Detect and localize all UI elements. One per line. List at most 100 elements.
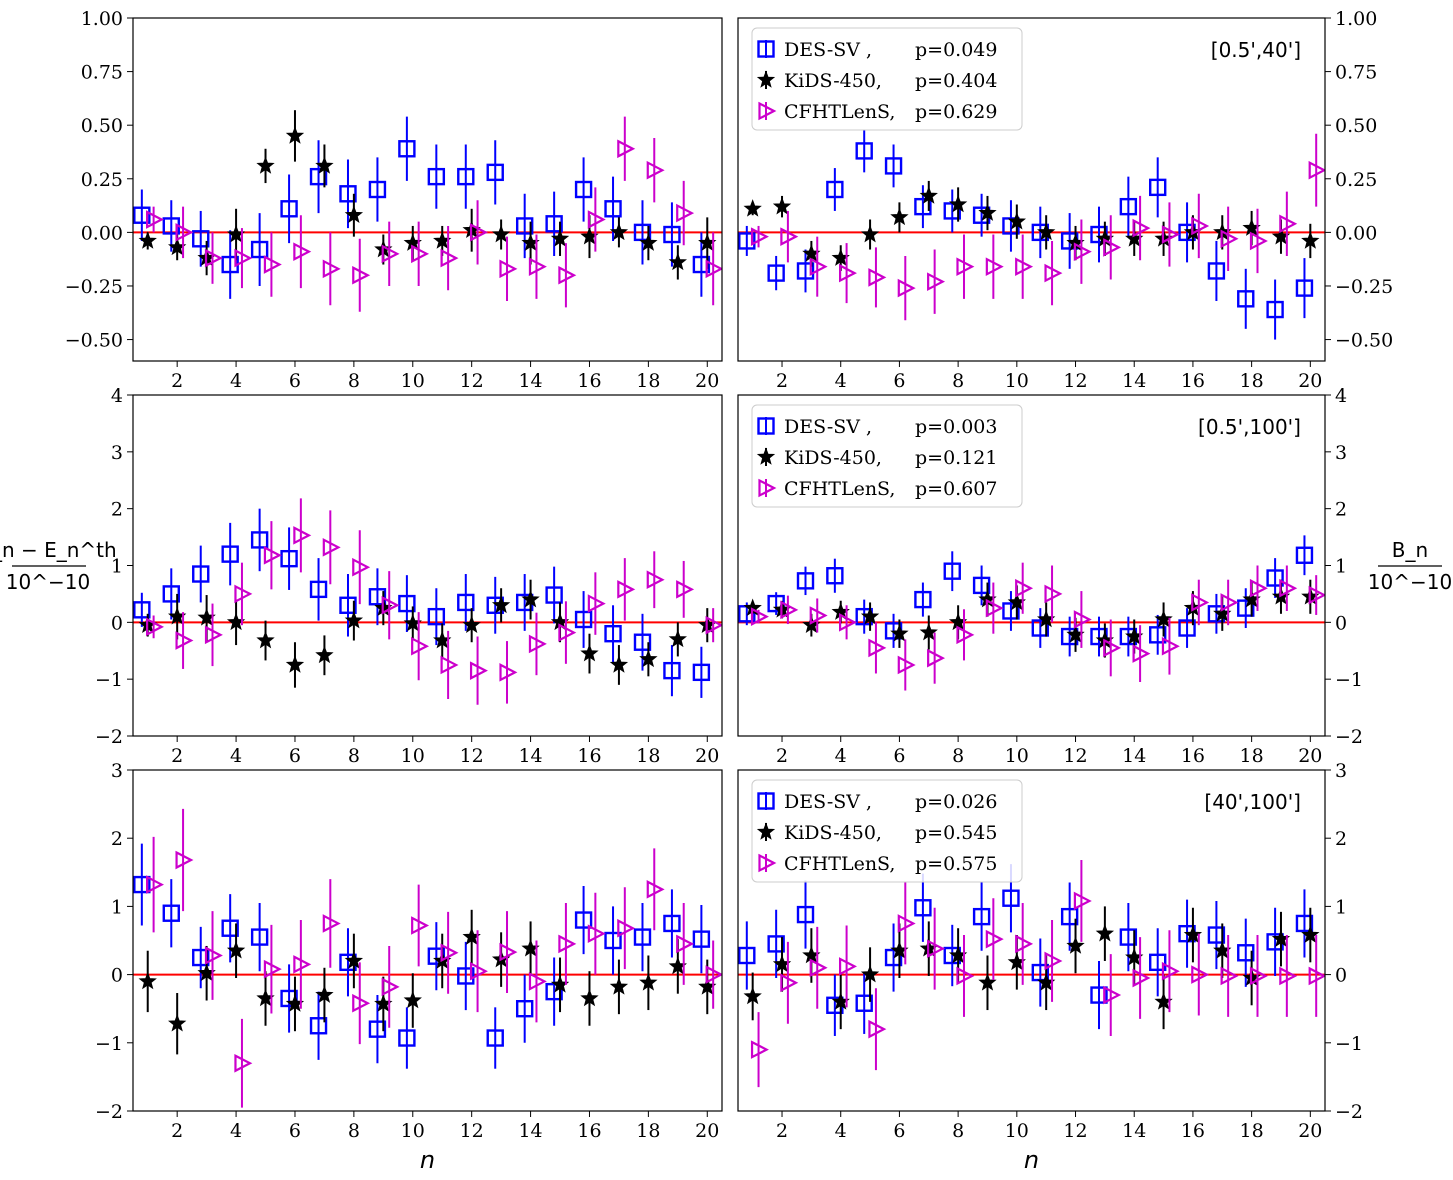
data-point-des-sv	[1149, 953, 1167, 972]
legend-marker-kids-450	[756, 822, 776, 840]
right-y-axis-label: B_n 10^−10	[1368, 538, 1452, 594]
data-point-cfhtlens	[780, 973, 799, 993]
x-tick-label: 8	[952, 1120, 964, 1142]
x-tick-label: 4	[835, 370, 847, 392]
y-tick-label: 2	[1335, 828, 1347, 850]
data-point-cfhtlens	[234, 1053, 253, 1073]
data-point-kids-450	[580, 988, 599, 1007]
data-point-des-sv	[250, 928, 269, 946]
data-point-des-sv	[796, 262, 815, 280]
data-point-kids-450	[462, 615, 481, 633]
data-point-cfhtlens	[322, 538, 341, 557]
data-point-cfhtlens	[469, 223, 488, 242]
data-point-cfhtlens	[469, 961, 488, 981]
data-point-cfhtlens	[146, 210, 165, 229]
data-point-cfhtlens	[617, 918, 636, 938]
data-layer	[738, 860, 1325, 1088]
x-tick-label: 10	[1005, 1120, 1029, 1142]
data-point-cfhtlens	[352, 993, 371, 1013]
data-point-cfhtlens	[293, 955, 312, 974]
right-y-axis-label-numerator: B_n	[1392, 538, 1428, 562]
y-tick-label: 0.25	[81, 169, 123, 191]
data-point-cfhtlens	[956, 257, 975, 276]
data-point-cfhtlens	[705, 615, 722, 635]
data-point-des-sv	[133, 875, 151, 894]
x-tick-label: 18	[636, 1120, 660, 1142]
x-tick-label: 4	[230, 1120, 242, 1142]
data-point-des-sv	[221, 919, 239, 937]
data-point-cfhtlens	[558, 623, 577, 642]
series-cfhtlens	[146, 808, 722, 1108]
data-point-kids-450	[138, 971, 157, 990]
data-point-kids-450	[285, 655, 305, 673]
series-kids-450	[743, 906, 1320, 1030]
data-point-des-sv	[309, 580, 328, 599]
scale-range-label: [0.5',40']	[1211, 38, 1301, 62]
data-point-kids-450	[890, 624, 909, 642]
legend-label: DES-SV ,	[784, 791, 872, 813]
data-point-des-sv	[1090, 986, 1108, 1004]
x-tick-label: 20	[695, 745, 719, 767]
data-point-cfhtlens	[440, 943, 459, 963]
data-point-kids-450	[919, 186, 938, 204]
data-point-kids-450	[919, 622, 938, 641]
data-point-cfhtlens	[499, 942, 518, 962]
data-point-cfhtlens	[322, 259, 341, 279]
data-point-cfhtlens	[1191, 216, 1210, 236]
y-tick-label: 1	[1335, 896, 1347, 918]
legend-label: CFHTLenS,	[784, 101, 895, 123]
data-point-cfhtlens	[927, 939, 946, 958]
legend-p-value: p=0.121	[915, 447, 997, 469]
y-tick-label: 2	[1335, 499, 1347, 521]
data-point-cfhtlens	[204, 248, 223, 268]
data-point-cfhtlens	[868, 1019, 887, 1039]
series-cfhtlens	[750, 133, 1325, 321]
series-kids-450	[743, 579, 1320, 658]
data-point-cfhtlens	[587, 594, 606, 613]
y-tick-label: −0.50	[65, 330, 123, 352]
data-point-des-sv	[972, 907, 991, 926]
data-point-kids-450	[344, 951, 364, 969]
data-point-kids-450	[315, 985, 334, 1003]
x-tick-label: 12	[460, 370, 484, 392]
y-tick-label: 0.50	[1335, 115, 1377, 137]
data-point-cfhtlens	[381, 977, 400, 997]
data-point-des-sv	[280, 200, 298, 218]
data-point-des-sv	[457, 593, 475, 612]
y-tick-label: 3	[1335, 760, 1347, 782]
data-point-des-sv	[133, 601, 151, 619]
data-point-cfhtlens	[1044, 951, 1063, 971]
legend-marker-kids-450	[756, 70, 776, 88]
x-tick-label: 16	[577, 745, 601, 767]
data-point-des-sv	[1002, 889, 1020, 907]
x-tick-label: 14	[518, 1120, 542, 1142]
data-point-des-sv	[1207, 262, 1226, 280]
data-point-cfhtlens	[528, 634, 547, 654]
y-tick-label: −0.50	[1335, 330, 1393, 352]
data-point-cfhtlens	[1191, 965, 1210, 984]
data-point-cfhtlens	[1220, 593, 1239, 612]
data-point-des-sv	[943, 562, 961, 580]
legend-label: KiDS-450,	[784, 70, 882, 92]
data-point-kids-450	[285, 126, 305, 144]
data-point-des-sv	[192, 565, 210, 583]
data-point-des-sv	[427, 167, 446, 186]
data-point-cfhtlens	[1249, 578, 1268, 598]
y-tick-label: 1	[111, 896, 123, 918]
data-point-cfhtlens	[587, 924, 606, 943]
data-point-des-sv	[398, 1029, 416, 1047]
data-point-des-sv	[339, 185, 357, 203]
data-point-des-sv	[663, 914, 681, 933]
data-point-kids-450	[639, 649, 658, 668]
data-point-des-sv	[738, 946, 756, 965]
legend-label: KiDS-450,	[784, 447, 882, 469]
x-tick-label: 6	[289, 370, 301, 392]
data-point-cfhtlens	[440, 248, 459, 268]
y-tick-label: −2	[1335, 1101, 1363, 1123]
chart-panel-bottom-right: 2 4 6 8 10 12 14 16 18 20−2−10123n[40',100']DES-S…	[737, 760, 1363, 1174]
left-y-axis-label: E_n − E_n^th 10^−10	[0, 538, 117, 594]
data-point-cfhtlens	[897, 914, 916, 933]
data-point-des-sv	[692, 663, 711, 682]
data-point-des-sv	[162, 904, 180, 922]
data-point-cfhtlens	[411, 636, 430, 656]
